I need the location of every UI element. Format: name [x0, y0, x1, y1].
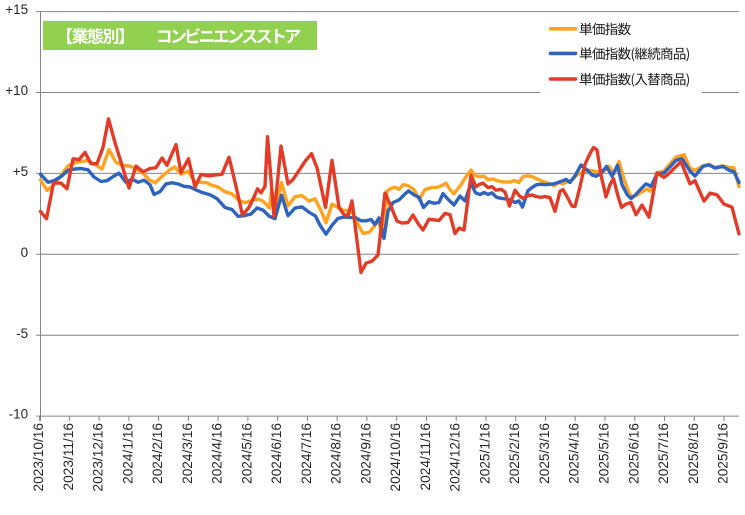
svg-text:2025/4/16: 2025/4/16: [567, 423, 582, 484]
svg-text:2025/6/16: 2025/6/16: [626, 423, 641, 484]
svg-text:2024/5/16: 2024/5/16: [239, 423, 254, 484]
svg-text:2024/2/16: 2024/2/16: [150, 423, 165, 484]
svg-text:2024/12/16: 2024/12/16: [448, 423, 463, 492]
svg-text:2024/3/16: 2024/3/16: [180, 423, 195, 484]
svg-text:2025/2/16: 2025/2/16: [507, 423, 522, 484]
svg-text:+15: +15: [5, 2, 28, 17]
svg-text:2023/12/16: 2023/12/16: [91, 423, 106, 492]
svg-text:2025/7/16: 2025/7/16: [656, 423, 671, 484]
svg-text:2025/8/16: 2025/8/16: [686, 423, 701, 484]
svg-text:0: 0: [21, 245, 29, 260]
svg-text:2024/6/16: 2024/6/16: [269, 423, 284, 484]
svg-text:2024/11/16: 2024/11/16: [418, 423, 433, 491]
svg-text:2024/8/16: 2024/8/16: [329, 423, 344, 484]
svg-text:+10: +10: [5, 83, 28, 98]
svg-text:2025/9/16: 2025/9/16: [716, 423, 731, 484]
svg-text:2025/3/16: 2025/3/16: [537, 423, 552, 484]
svg-text:-5: -5: [16, 326, 28, 341]
svg-text:2024/9/16: 2024/9/16: [358, 423, 373, 484]
svg-text:-10: -10: [9, 407, 29, 422]
svg-text:2023/11/16: 2023/11/16: [61, 423, 76, 491]
svg-text:2024/4/16: 2024/4/16: [210, 423, 225, 484]
svg-text:2024/10/16: 2024/10/16: [388, 423, 403, 492]
svg-text:2025/5/16: 2025/5/16: [597, 423, 612, 484]
svg-text:2024/7/16: 2024/7/16: [299, 423, 314, 484]
svg-text:+5: +5: [13, 164, 28, 179]
svg-text:2023/10/16: 2023/10/16: [31, 423, 46, 492]
svg-text:2024/1/16: 2024/1/16: [120, 423, 135, 484]
svg-text:2025/1/16: 2025/1/16: [478, 423, 493, 484]
